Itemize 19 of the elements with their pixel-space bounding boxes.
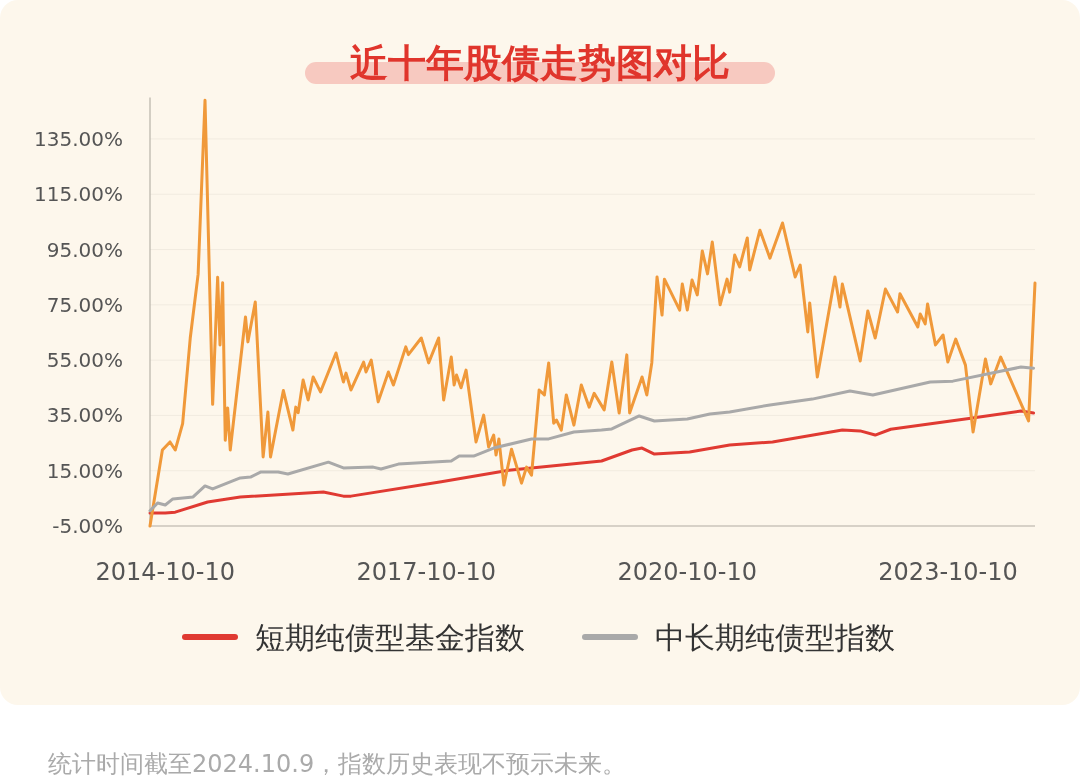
y-tick-label: -5.00% xyxy=(52,514,123,538)
y-tick-label: 75.00% xyxy=(46,292,123,317)
y-tick-label: 35.00% xyxy=(46,403,123,428)
line-series xyxy=(148,98,1037,528)
x-tick-label: 2023-10-10 xyxy=(878,558,1018,586)
line-series xyxy=(148,409,1036,515)
x-tick-label: 2014-10-10 xyxy=(95,558,235,586)
y-tick-label: 95.00% xyxy=(46,237,123,262)
y-tick-label: 135.00% xyxy=(34,126,123,151)
text: 统计时间截至2024.10.9，指数历史表现不预示未来。 xyxy=(48,750,627,778)
y-tick-label: 115.00% xyxy=(34,182,123,207)
line-series xyxy=(148,365,1036,513)
legend-label: 短期纯债型基金指数 xyxy=(255,620,525,655)
y-tick-label: 15.00% xyxy=(46,458,123,483)
x-tick-label: 2020-10-10 xyxy=(617,558,758,586)
y-tick-label: 55.00% xyxy=(46,348,123,373)
chart-title: 近十年股债走势图对比 xyxy=(350,41,730,85)
legend-label: 中长期纯债型指数 xyxy=(655,620,895,655)
x-tick-label: 2017-10-10 xyxy=(356,558,497,586)
